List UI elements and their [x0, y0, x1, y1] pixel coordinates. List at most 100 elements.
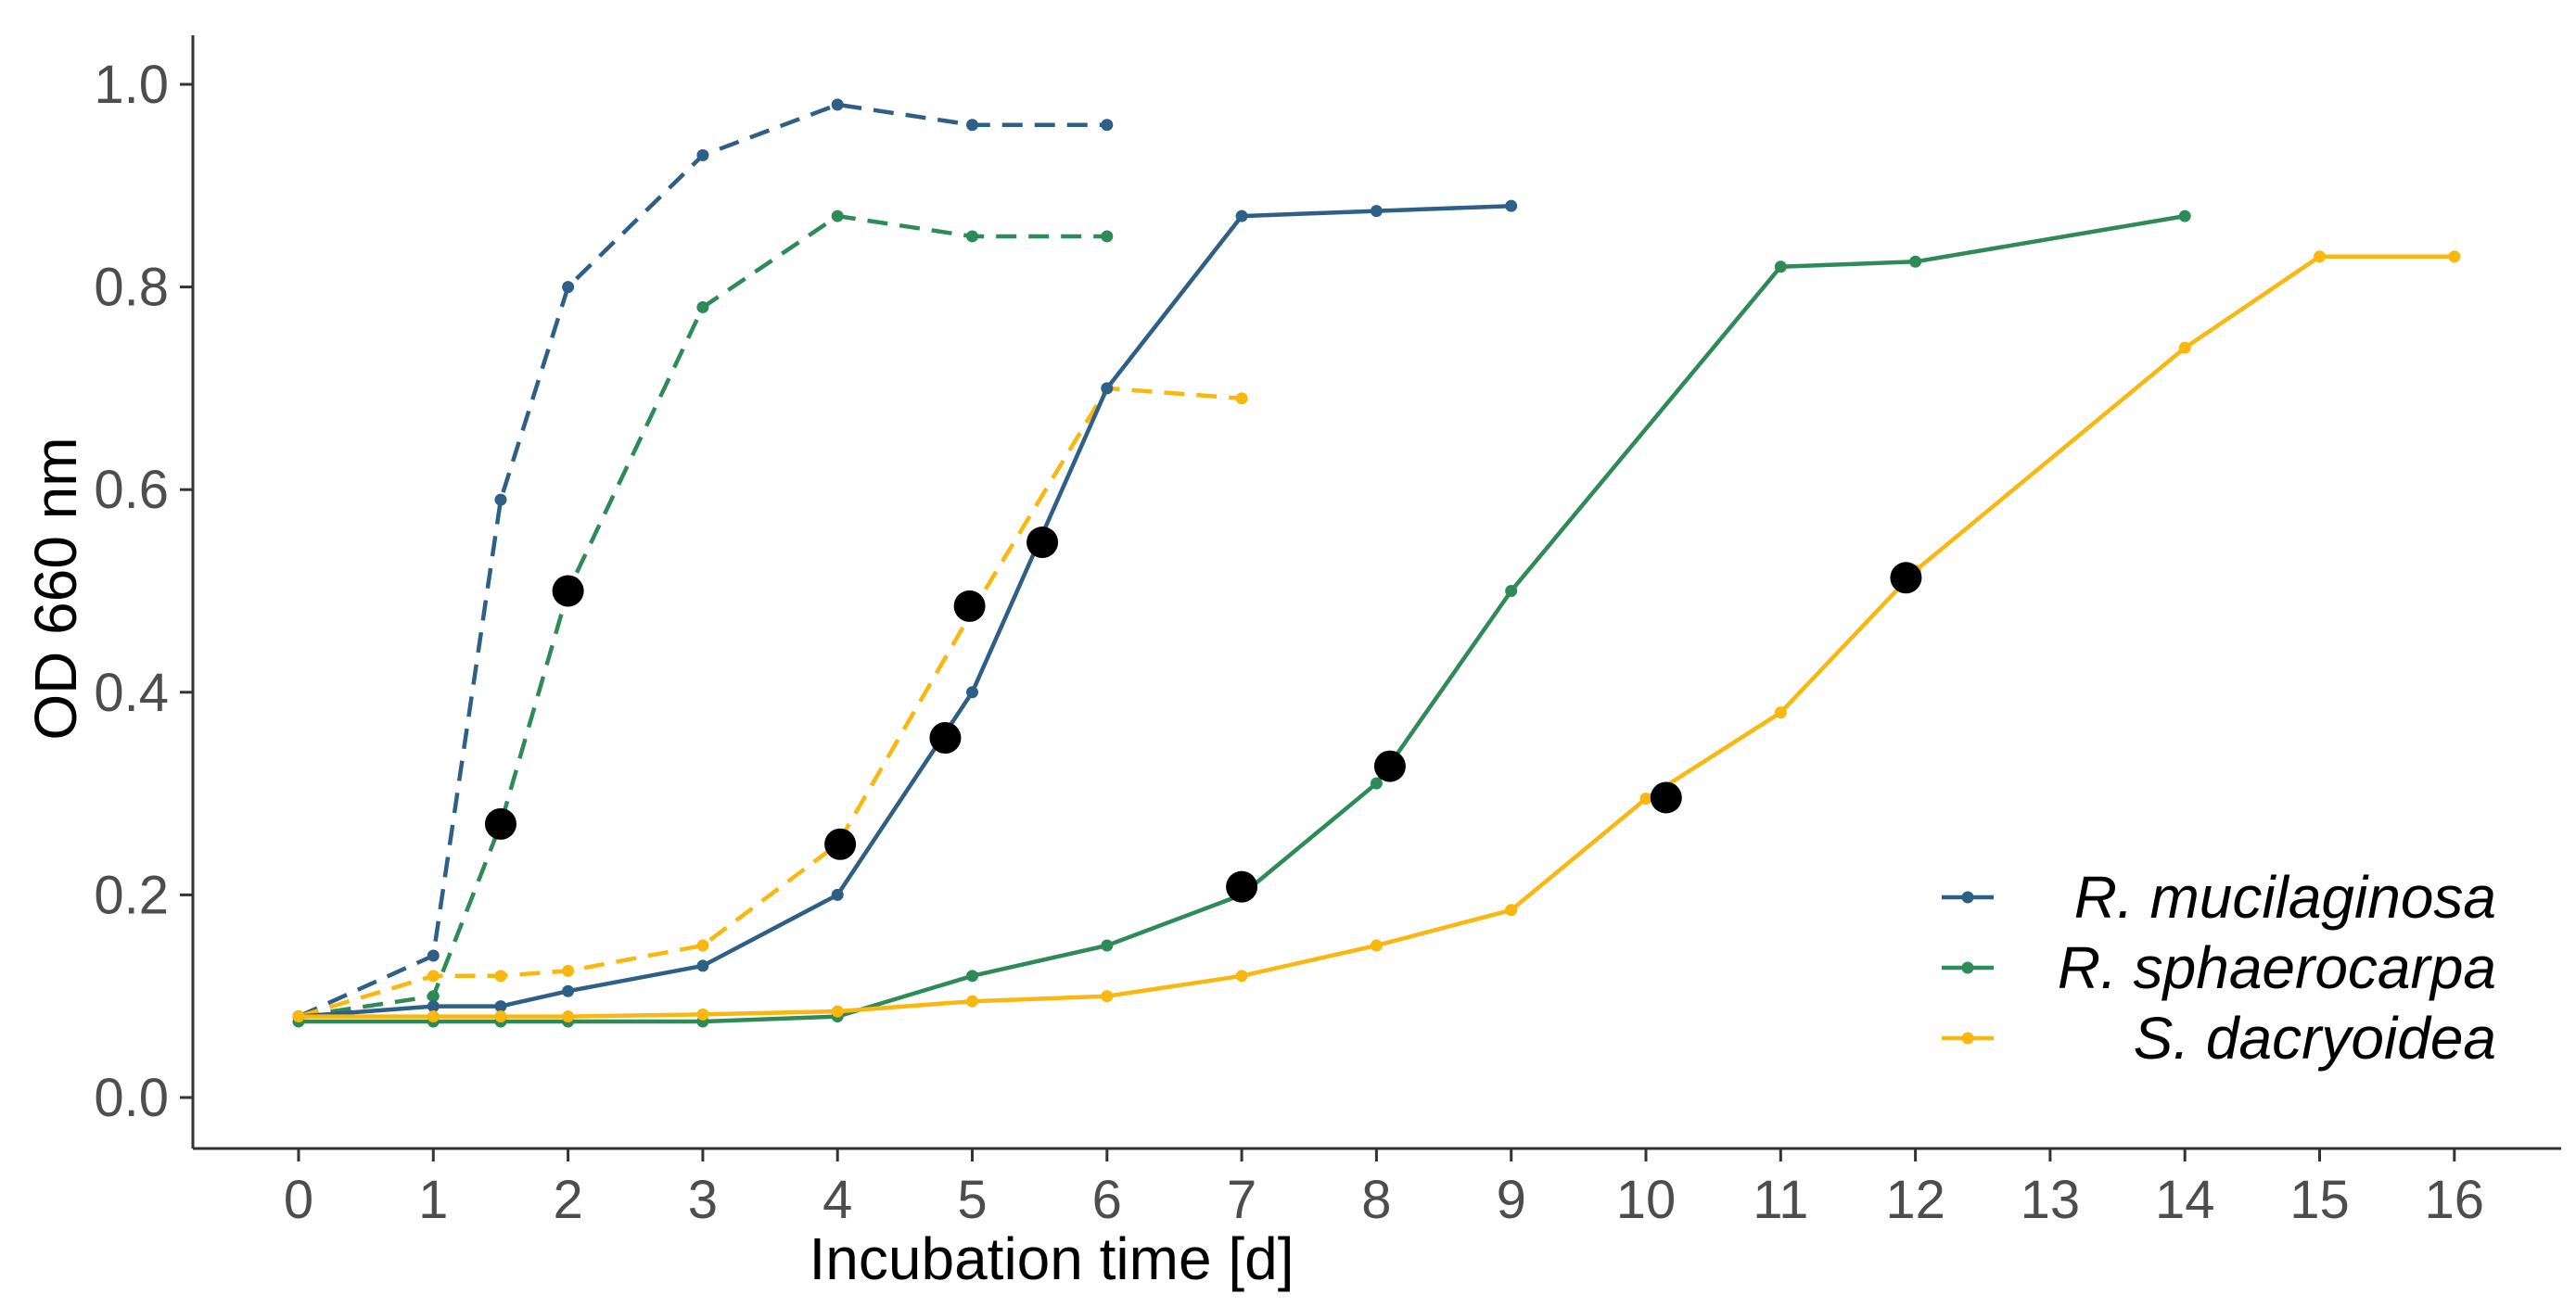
data-point — [1774, 706, 1787, 719]
data-point — [1101, 382, 1114, 395]
data-point — [1235, 209, 1248, 222]
data-point — [696, 149, 709, 162]
data-point — [1639, 793, 1652, 806]
series-r-sphaerocarpa-dashed — [292, 209, 1114, 1023]
data-point — [696, 1008, 709, 1021]
y-tick-label: 0.8 — [94, 258, 169, 318]
series-line — [298, 386, 1243, 1019]
legend-item-r-mucilaginosa: R. mucilaginosa — [1942, 864, 2496, 931]
x-tick-label: 12 — [1885, 1170, 1945, 1230]
series-r-sphaerocarpa-solid — [292, 209, 2191, 1028]
data-point — [2448, 250, 2461, 263]
legend-item-s-dacryoidea: S. dacryoidea — [1942, 1005, 2496, 1072]
data-point — [427, 970, 440, 983]
legend-item-r-sphaerocarpa: R. sphaerocarpa — [1942, 934, 2496, 1001]
data-point — [831, 209, 844, 222]
y-tick-label: 0.4 — [94, 663, 169, 723]
highlight-point — [824, 828, 857, 860]
x-tick-label: 4 — [823, 1170, 852, 1230]
y-tick-label: 0.0 — [94, 1068, 169, 1128]
legend-label: R. mucilaginosa — [2074, 864, 2496, 931]
data-point — [966, 119, 978, 132]
legend-key-point — [1961, 1032, 1974, 1045]
series-r-mucilaginosa-solid — [292, 199, 1518, 1023]
legend-label: S. dacryoidea — [2134, 1005, 2496, 1072]
data-point — [1235, 970, 1248, 983]
x-tick-label: 6 — [1092, 1170, 1122, 1230]
highlight-point — [929, 721, 962, 754]
data-point — [831, 888, 844, 901]
data-point — [494, 970, 507, 983]
data-point — [1101, 990, 1114, 1003]
data-point — [696, 300, 709, 313]
data-point — [494, 493, 507, 506]
data-point — [966, 686, 978, 699]
x-tick-label: 3 — [688, 1170, 718, 1230]
data-point — [1101, 119, 1114, 132]
highlight-point — [1890, 562, 1922, 594]
data-point — [1101, 230, 1114, 243]
data-point — [427, 1000, 440, 1013]
x-tick-label: 8 — [1361, 1170, 1391, 1230]
data-point — [427, 1010, 440, 1023]
series-line — [298, 213, 1107, 1019]
data-point — [2178, 341, 2191, 354]
highlight-point — [1027, 527, 1059, 559]
data-point — [1774, 260, 1787, 273]
data-point — [1235, 392, 1248, 405]
data-point — [1909, 255, 1922, 268]
y-axis-ticks: 0.0 0.2 0.4 0.6 0.8 1.0 — [94, 55, 193, 1128]
series-s-dacryoidea-solid — [292, 250, 2461, 1023]
series-line — [299, 213, 2186, 1024]
y-axis-title: OD 660 nm — [22, 437, 89, 740]
highlight-point — [552, 575, 584, 607]
series-layer — [292, 98, 2461, 1028]
legend-label: R. sphaerocarpa — [2058, 934, 2496, 1001]
data-point — [494, 1000, 507, 1013]
y-tick-label: 0.6 — [94, 460, 169, 520]
data-point — [1370, 205, 1383, 218]
data-point — [1101, 939, 1114, 952]
x-tick-label: 9 — [1497, 1170, 1526, 1230]
x-tick-label: 11 — [1753, 1170, 1808, 1230]
highlight-point — [953, 590, 986, 622]
data-point — [2314, 250, 2326, 263]
data-point — [966, 230, 978, 243]
data-point — [562, 1010, 575, 1023]
series-line — [298, 203, 1511, 1019]
data-point — [966, 970, 978, 983]
x-tick-label: 2 — [553, 1170, 582, 1230]
x-tick-label: 15 — [2289, 1170, 2350, 1230]
data-point — [1505, 904, 1518, 917]
highlight-point — [484, 807, 516, 840]
data-point — [831, 98, 844, 111]
x-tick-label: 10 — [1616, 1170, 1677, 1230]
data-point — [562, 964, 575, 977]
data-point — [562, 984, 575, 997]
data-point — [696, 959, 709, 972]
data-point — [2178, 209, 2191, 222]
data-point — [427, 990, 440, 1003]
y-tick-label: 0.2 — [94, 865, 169, 925]
data-point — [1370, 777, 1383, 790]
x-tick-label: 13 — [2021, 1170, 2081, 1230]
x-tick-label: 16 — [2425, 1170, 2485, 1230]
x-axis-title: Incubation time [d] — [810, 1225, 1294, 1292]
data-point — [1370, 939, 1383, 952]
x-tick-label: 1 — [418, 1170, 448, 1230]
legend-key-point — [1961, 961, 1974, 974]
data-point — [494, 1010, 507, 1023]
x-tick-label: 0 — [284, 1170, 313, 1230]
x-tick-label: 7 — [1227, 1170, 1256, 1230]
data-point — [966, 995, 978, 1008]
legend-key-point — [1961, 891, 1974, 904]
data-point — [562, 281, 575, 294]
highlight-point — [1650, 781, 1682, 814]
data-point — [831, 1005, 844, 1018]
data-point — [696, 939, 709, 952]
highlight-point — [1226, 870, 1258, 903]
data-point — [292, 1010, 305, 1023]
data-point — [1505, 199, 1518, 212]
series-r-mucilaginosa-dashed — [292, 98, 1114, 1023]
